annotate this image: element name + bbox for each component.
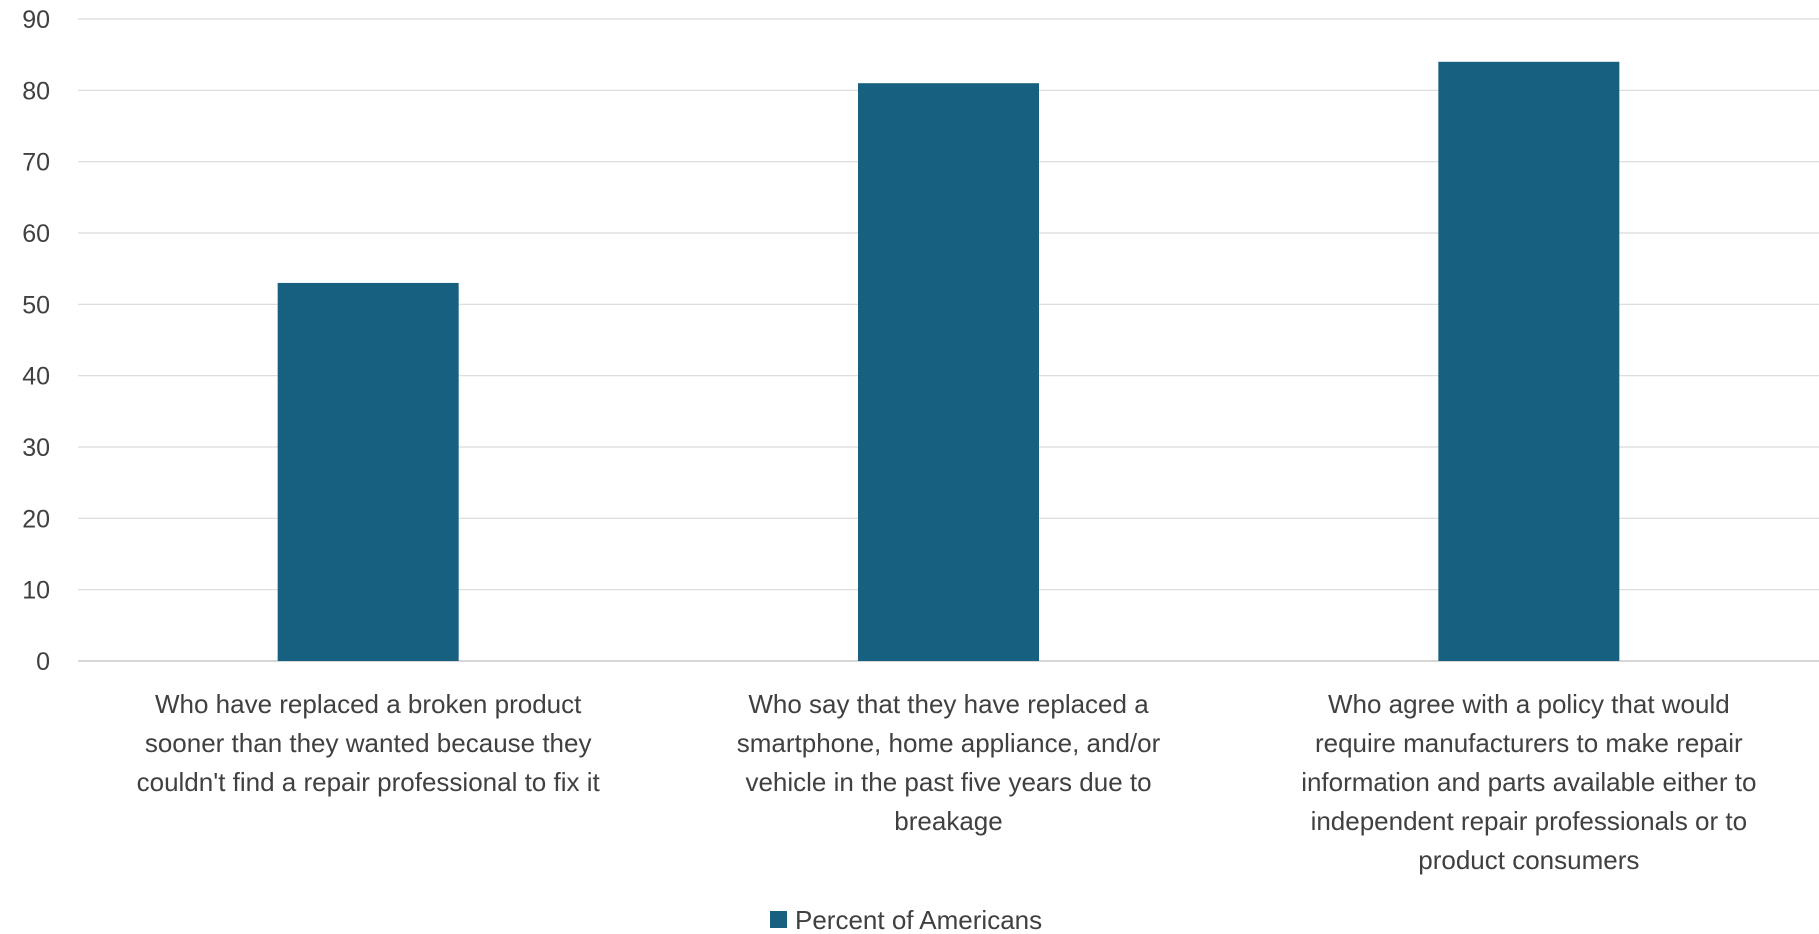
x-category-label-line: sooner than they wanted because they [145,728,592,758]
x-category-label-line: Who have replaced a broken product [155,689,582,719]
y-tick-label: 70 [22,149,50,177]
bars [277,61,1620,662]
y-tick-label: 80 [22,77,50,105]
legend-swatch-percent-of-americans [770,911,787,928]
bar [1438,61,1620,662]
x-category-label-line: vehicle in the past five years due to [745,767,1151,797]
x-category-label-line: couldn't find a repair professional to f… [137,767,601,797]
y-tick-label: 90 [22,6,50,34]
x-category-label-line: independent repair professionals or to [1311,806,1748,836]
x-category-label-line: require manufacturers to make repair [1315,728,1743,758]
x-category-label-line: Who agree with a policy that would [1328,689,1730,719]
x-category-label-line: breakage [894,806,1002,836]
y-tick-label: 20 [22,505,50,533]
x-axis-category-labels: Who have replaced a broken product sooner… [137,689,1757,875]
bar [277,282,459,661]
y-axis-tick-labels: 0 10 20 30 40 50 60 70 80 90 [22,6,50,676]
y-tick-label: 10 [22,577,50,605]
y-tick-label: 30 [22,434,50,462]
legend: Percent of Americans [770,905,1042,934]
x-category-label-line: smartphone, home appliance, and/or [737,728,1161,758]
y-tick-label: 0 [36,648,50,676]
y-tick-label: 60 [22,220,50,248]
y-tick-label: 40 [22,363,50,391]
legend-label: Percent of Americans [795,905,1042,934]
x-category-label-line: information and parts available either t… [1301,767,1756,797]
bar [858,83,1039,661]
x-category-label-line: Who say that they have replaced a [748,689,1149,719]
y-tick-label: 50 [22,291,50,319]
x-category-label-line: product consumers [1418,845,1639,875]
